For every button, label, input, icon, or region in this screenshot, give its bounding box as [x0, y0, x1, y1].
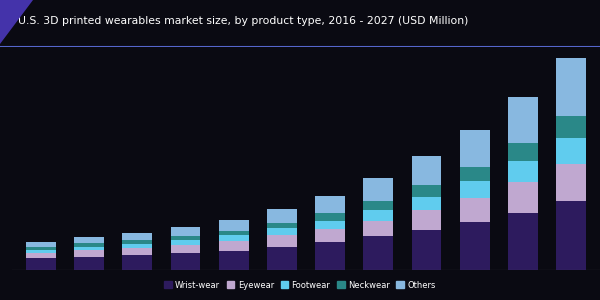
Bar [412, 196, 442, 210]
Bar [460, 130, 490, 167]
Bar [122, 248, 152, 255]
Bar [315, 229, 345, 242]
Bar [267, 247, 297, 270]
Bar [508, 161, 538, 182]
Bar [364, 236, 393, 270]
Bar [460, 181, 490, 198]
Bar [26, 247, 56, 250]
Bar [556, 201, 586, 270]
Bar [267, 236, 297, 247]
Bar [74, 237, 104, 243]
Bar [122, 244, 152, 248]
Bar [412, 185, 442, 197]
Bar [26, 250, 56, 253]
Bar [412, 210, 442, 230]
Bar [460, 167, 490, 181]
Bar [122, 233, 152, 240]
Bar [26, 253, 56, 258]
Bar [412, 230, 442, 270]
Bar [74, 247, 104, 250]
Bar [315, 196, 345, 213]
Polygon shape [0, 0, 33, 44]
Bar [364, 201, 393, 210]
Bar [74, 250, 104, 257]
Bar [26, 242, 56, 247]
Bar [556, 164, 586, 201]
Bar [170, 245, 200, 253]
Bar [364, 210, 393, 220]
Bar [460, 222, 490, 270]
Bar [170, 227, 200, 236]
Bar [267, 209, 297, 223]
Bar [219, 236, 248, 241]
Bar [219, 241, 248, 251]
Bar [267, 229, 297, 236]
Bar [315, 242, 345, 270]
Bar [508, 182, 538, 212]
Bar [315, 213, 345, 220]
Bar [122, 240, 152, 244]
Bar [219, 251, 248, 270]
Bar [170, 240, 200, 245]
Bar [556, 58, 586, 116]
Bar [364, 178, 393, 201]
Bar [122, 255, 152, 270]
Bar [315, 220, 345, 229]
Bar [267, 223, 297, 229]
Bar [74, 243, 104, 247]
Bar [219, 220, 248, 231]
Bar [412, 156, 442, 185]
Bar [219, 231, 248, 236]
Text: U.S. 3D printed wearables market size, by product type, 2016 - 2027 (USD Million: U.S. 3D printed wearables market size, b… [18, 16, 469, 26]
Bar [364, 220, 393, 236]
Bar [170, 253, 200, 270]
Bar [556, 138, 586, 164]
Bar [508, 212, 538, 270]
Bar [508, 97, 538, 143]
Legend: Wrist-wear, Eyewear, Footwear, Neckwear, Others: Wrist-wear, Eyewear, Footwear, Neckwear,… [161, 277, 439, 293]
Bar [556, 116, 586, 138]
Bar [460, 198, 490, 222]
Bar [170, 236, 200, 240]
Bar [508, 143, 538, 161]
Bar [26, 258, 56, 270]
Bar [74, 257, 104, 270]
